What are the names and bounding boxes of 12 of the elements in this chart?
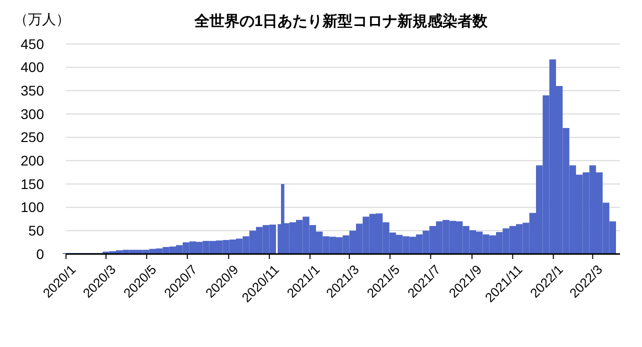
chart-title: 全世界の1日あたり新型コロナ新規感染者数	[193, 12, 489, 30]
y-tick-label: 450	[20, 36, 44, 52]
y-tick-label: 50	[28, 222, 44, 239]
y-tick-label: 200	[20, 152, 44, 169]
y-tick-label: 400	[20, 59, 44, 76]
y-tick-label: 300	[20, 106, 44, 122]
y-tick-label: 150	[20, 176, 44, 192]
y-tick-label: 0	[36, 246, 44, 262]
y-tick-label: 250	[20, 129, 44, 146]
y-tick-label: 350	[20, 82, 44, 99]
y-axis-title: （万人）	[14, 11, 70, 27]
y-tick-label: 100	[20, 199, 44, 216]
